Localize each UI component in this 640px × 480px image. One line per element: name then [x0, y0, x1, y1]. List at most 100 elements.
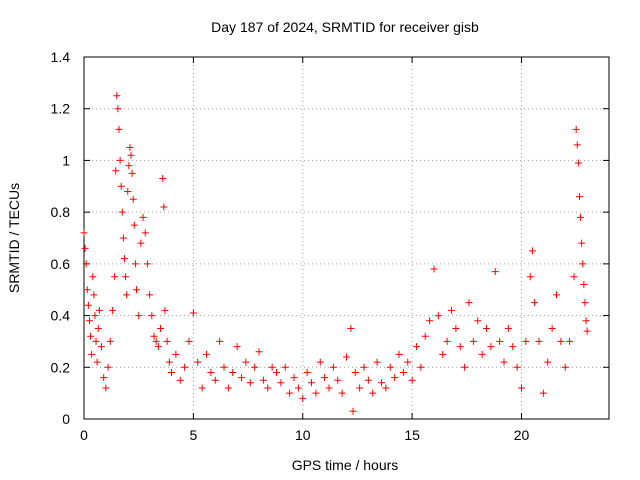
data-point: [518, 384, 525, 392]
data-point: [89, 273, 97, 281]
data-point: [544, 358, 552, 366]
x-tick-label: 20: [514, 427, 530, 443]
data-point: [413, 343, 420, 351]
data-point: [509, 343, 517, 351]
data-point: [131, 260, 139, 268]
data-point: [325, 384, 333, 392]
data-point: [126, 144, 134, 151]
data-point: [443, 337, 451, 345]
data-point: [308, 379, 315, 387]
data-point: [141, 229, 149, 237]
data-point: [100, 374, 108, 382]
data-point: [434, 312, 442, 320]
data-point: [139, 213, 147, 221]
data-point: [111, 273, 119, 281]
data-point: [233, 343, 241, 351]
y-tick-label: 0.6: [51, 256, 71, 272]
x-tick-label: 10: [295, 427, 311, 443]
data-point: [172, 350, 180, 358]
data-point: [117, 182, 125, 190]
data-point: [469, 337, 477, 345]
data-point: [316, 358, 324, 366]
data-point: [189, 309, 197, 317]
plot-frame: [83, 56, 610, 420]
y-axis-ticks: 0 0.2 0.4 0.6 0.8 1 1.2 1.4: [51, 49, 609, 427]
data-point: [92, 337, 100, 345]
data-point: [238, 374, 245, 382]
data-point: [399, 368, 407, 376]
data-point: [146, 291, 154, 299]
data-point: [207, 368, 215, 376]
data-point: [382, 384, 390, 392]
data-point: [347, 325, 355, 332]
data-point: [114, 105, 122, 113]
data-point: [364, 376, 372, 384]
data-point: [334, 376, 342, 384]
y-tick-label: 0.2: [51, 359, 71, 375]
data-point: [224, 384, 232, 392]
data-point: [580, 281, 588, 289]
data-point: [150, 332, 158, 340]
data-point: [85, 317, 93, 325]
data-point: [378, 379, 385, 387]
data-point: [574, 159, 582, 167]
data-point: [583, 327, 591, 335]
data-point: [373, 358, 381, 366]
data-point: [81, 244, 89, 252]
data-point: [211, 376, 219, 384]
data-point: [102, 384, 110, 392]
y-tick-label: 1: [62, 152, 70, 168]
data-point: [539, 389, 547, 397]
data-point: [577, 213, 585, 221]
data-point: [127, 151, 135, 159]
data-point: [496, 337, 504, 345]
data-point: [404, 358, 412, 366]
data-point: [129, 195, 137, 203]
data-point: [133, 286, 140, 294]
data-point: [386, 363, 394, 371]
data-point: [369, 389, 377, 397]
data-point: [123, 291, 131, 299]
x-tick-label: 5: [189, 427, 197, 443]
data-point: [94, 325, 102, 332]
data-point: [135, 312, 143, 320]
data-point: [349, 407, 357, 415]
data-point: [198, 384, 206, 392]
grid: [84, 57, 609, 419]
data-point: [108, 306, 116, 314]
data-point: [268, 363, 276, 371]
data-point: [277, 379, 285, 387]
data-point: [273, 368, 280, 376]
data-point: [474, 317, 482, 325]
data-point: [553, 291, 560, 299]
data-point: [104, 363, 112, 371]
data-point: [152, 337, 160, 345]
data-point: [163, 337, 171, 345]
data-point: [421, 332, 429, 340]
data-point: [91, 312, 99, 320]
data-point: [343, 353, 350, 361]
data-point: [338, 389, 346, 397]
y-tick-label: 0: [62, 411, 70, 427]
data-point: [116, 156, 124, 164]
data-point: [448, 306, 455, 314]
data-point: [112, 167, 120, 175]
data-point: [113, 92, 121, 100]
data-point: [513, 363, 521, 371]
data-point: [130, 221, 138, 229]
data-point: [578, 239, 586, 247]
data-point: [528, 247, 536, 255]
data-point: [439, 350, 447, 358]
data-point: [98, 343, 105, 351]
data-point: [161, 306, 169, 314]
data-point: [154, 343, 162, 351]
data-point: [566, 337, 574, 345]
data-point: [535, 337, 543, 345]
data-point: [194, 358, 202, 366]
data-point: [115, 125, 123, 133]
data-point: [286, 389, 294, 397]
data-point: [408, 376, 416, 384]
data-point: [120, 255, 128, 263]
data-point: [294, 384, 302, 392]
